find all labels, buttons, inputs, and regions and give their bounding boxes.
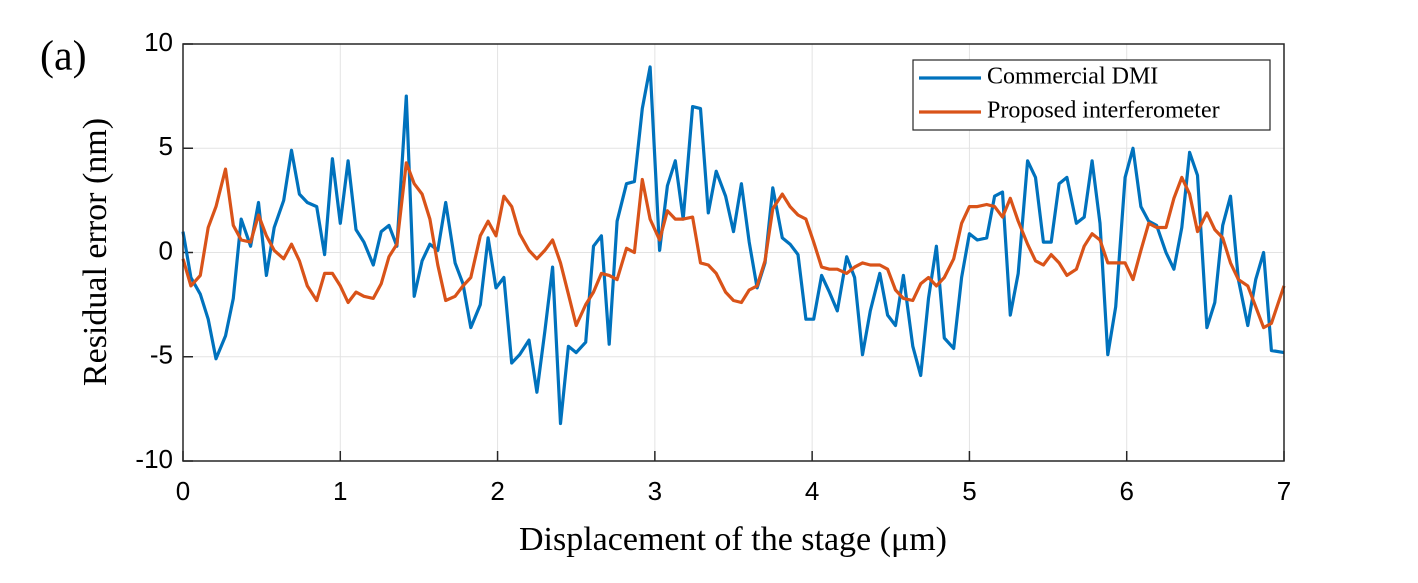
data-line <box>181 65 1285 426</box>
x-tick-label: 7 <box>1277 476 1291 506</box>
y-tick-label: 0 <box>159 235 173 265</box>
y-tick-label: -10 <box>135 444 173 474</box>
x-tick-label: 0 <box>176 476 190 506</box>
x-tick-label: 4 <box>805 476 819 506</box>
plot-frame <box>182 43 1285 462</box>
y-tick-label: 10 <box>144 27 173 57</box>
x-tick-label: 5 <box>962 476 976 506</box>
x-tick-label: 1 <box>333 476 347 506</box>
legend-box <box>912 59 1271 131</box>
y-axis-label: Residual error (nm) <box>77 118 114 386</box>
legend-label: Commercial DMI <box>987 64 1158 90</box>
data-line <box>181 161 1286 330</box>
x-tick-label: 6 <box>1119 476 1133 506</box>
panel-label: (a) <box>40 34 87 80</box>
x-axis-label: Displacement of the stage (μm) <box>519 521 947 558</box>
legend-label: Proposed interferometer <box>987 98 1220 124</box>
x-tick-label: 3 <box>648 476 662 506</box>
y-tick-label: 5 <box>159 131 173 161</box>
y-tick-label: -5 <box>150 340 173 370</box>
x-tick-label: 2 <box>490 476 504 506</box>
